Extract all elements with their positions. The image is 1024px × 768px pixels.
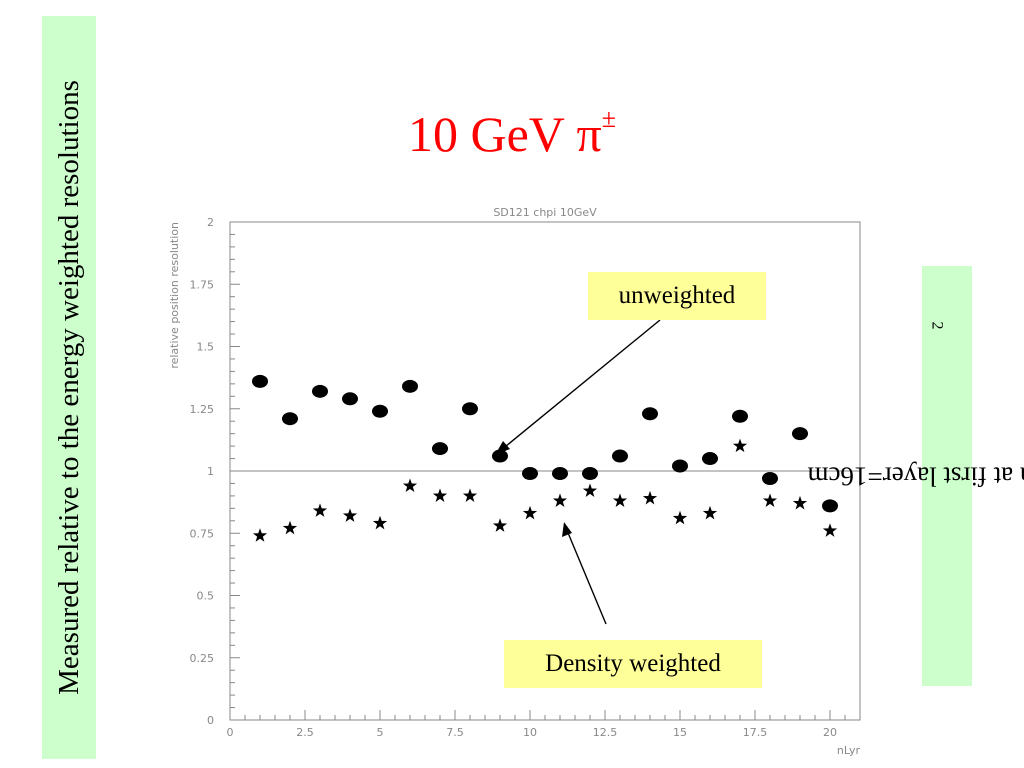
data-point-unweighted (402, 379, 418, 393)
x-tick-label: 2.5 (296, 726, 314, 739)
data-point-density-weighted (672, 510, 688, 525)
data-point-unweighted (732, 409, 748, 423)
data-point-unweighted (492, 449, 508, 463)
data-point-unweighted (252, 374, 268, 388)
data-point-unweighted (612, 449, 628, 463)
data-point-unweighted (432, 442, 448, 456)
y-tick-label: 0.25 (190, 652, 215, 665)
arrow-density-head (562, 522, 572, 537)
data-point-density-weighted (252, 528, 268, 542)
x-tick-label: 0 (227, 726, 234, 739)
data-point-unweighted (672, 459, 688, 473)
callout-arrows (495, 319, 661, 625)
data-point-density-weighted (312, 503, 328, 517)
x-tick-label: 17.5 (743, 726, 768, 739)
data-point-density-weighted (582, 483, 598, 497)
right-side-label: Cell area at first layer=16cm 2 (808, 266, 1024, 686)
data-point-unweighted (582, 466, 598, 480)
data-point-density-weighted (372, 515, 388, 530)
x-tick-label: 10 (523, 726, 537, 739)
data-point-density-weighted (762, 493, 778, 507)
data-point-density-weighted (642, 490, 658, 505)
left-side-label: Measured relative to the energy weighted… (42, 16, 96, 759)
data-point-density-weighted (432, 488, 448, 502)
data-point-unweighted (372, 404, 388, 418)
y-axis-label: relative position resolution (168, 222, 181, 369)
data-point-unweighted (342, 392, 358, 406)
data-point-unweighted (462, 402, 478, 416)
y-tick-label: 0 (207, 714, 214, 727)
y-tick-label: 1.25 (190, 403, 215, 416)
data-point-density-weighted (612, 493, 628, 507)
slide-title-text: 10 GeV π (407, 106, 602, 162)
data-point-unweighted (552, 466, 568, 480)
x-tick-label: 15 (673, 726, 687, 739)
plot-points (252, 374, 838, 542)
chart-title: SD121 chpi 10GeV (493, 206, 597, 219)
arrow-density-line (565, 527, 607, 625)
callout-density-weighted: Density weighted (504, 640, 762, 688)
right-side-label-text-wrap: Cell area at first layer=16cm 2 (808, 321, 1024, 630)
x-tick-label: 7.5 (446, 726, 464, 739)
data-point-density-weighted (822, 523, 838, 537)
x-tick-label: 20 (823, 726, 837, 739)
y-tick-label: 0.5 (197, 590, 215, 603)
data-point-unweighted (522, 466, 538, 480)
data-point-density-weighted (702, 505, 718, 520)
data-point-unweighted (822, 499, 838, 513)
data-point-density-weighted (492, 518, 508, 532)
x-axis-label: nLyr (837, 744, 861, 757)
arrow-unweighted-line (499, 319, 661, 452)
right-side-label-superscript: 2 (929, 321, 946, 330)
y-tick-label: 0.75 (190, 527, 215, 540)
data-point-unweighted (312, 384, 328, 398)
data-point-density-weighted (732, 438, 748, 453)
data-point-unweighted (642, 407, 658, 421)
plot-axes: SD121 chpi 10GeV 0 0.25 0.5 0.75 1 1.25 1.5 1.75… (168, 206, 861, 757)
callout-unweighted: unweighted (588, 272, 766, 320)
data-point-density-weighted (522, 505, 538, 520)
data-point-density-weighted (552, 493, 568, 507)
y-tick-label: 1 (207, 465, 214, 478)
data-point-unweighted (702, 452, 718, 466)
right-side-label-text: Cell area at first layer=16cm (807, 461, 1024, 492)
x-tick-label: 12.5 (593, 726, 618, 739)
data-point-density-weighted (462, 488, 478, 502)
data-point-unweighted (762, 471, 778, 485)
y-tick-label: 2 (207, 216, 214, 229)
slide-title-superscript: ± (601, 104, 617, 133)
y-tick-label: 1.75 (190, 278, 215, 291)
data-point-density-weighted (342, 508, 358, 522)
data-point-density-weighted (282, 520, 298, 535)
x-tick-label: 5 (377, 726, 384, 739)
y-tick-label: 1.5 (197, 341, 215, 354)
data-point-unweighted (282, 412, 298, 426)
data-point-density-weighted (402, 478, 418, 493)
data-point-unweighted (792, 427, 808, 441)
slide-title: 10 GeV π± (0, 104, 1024, 163)
data-point-density-weighted (792, 495, 808, 510)
arrow-unweighted-head (495, 441, 510, 455)
